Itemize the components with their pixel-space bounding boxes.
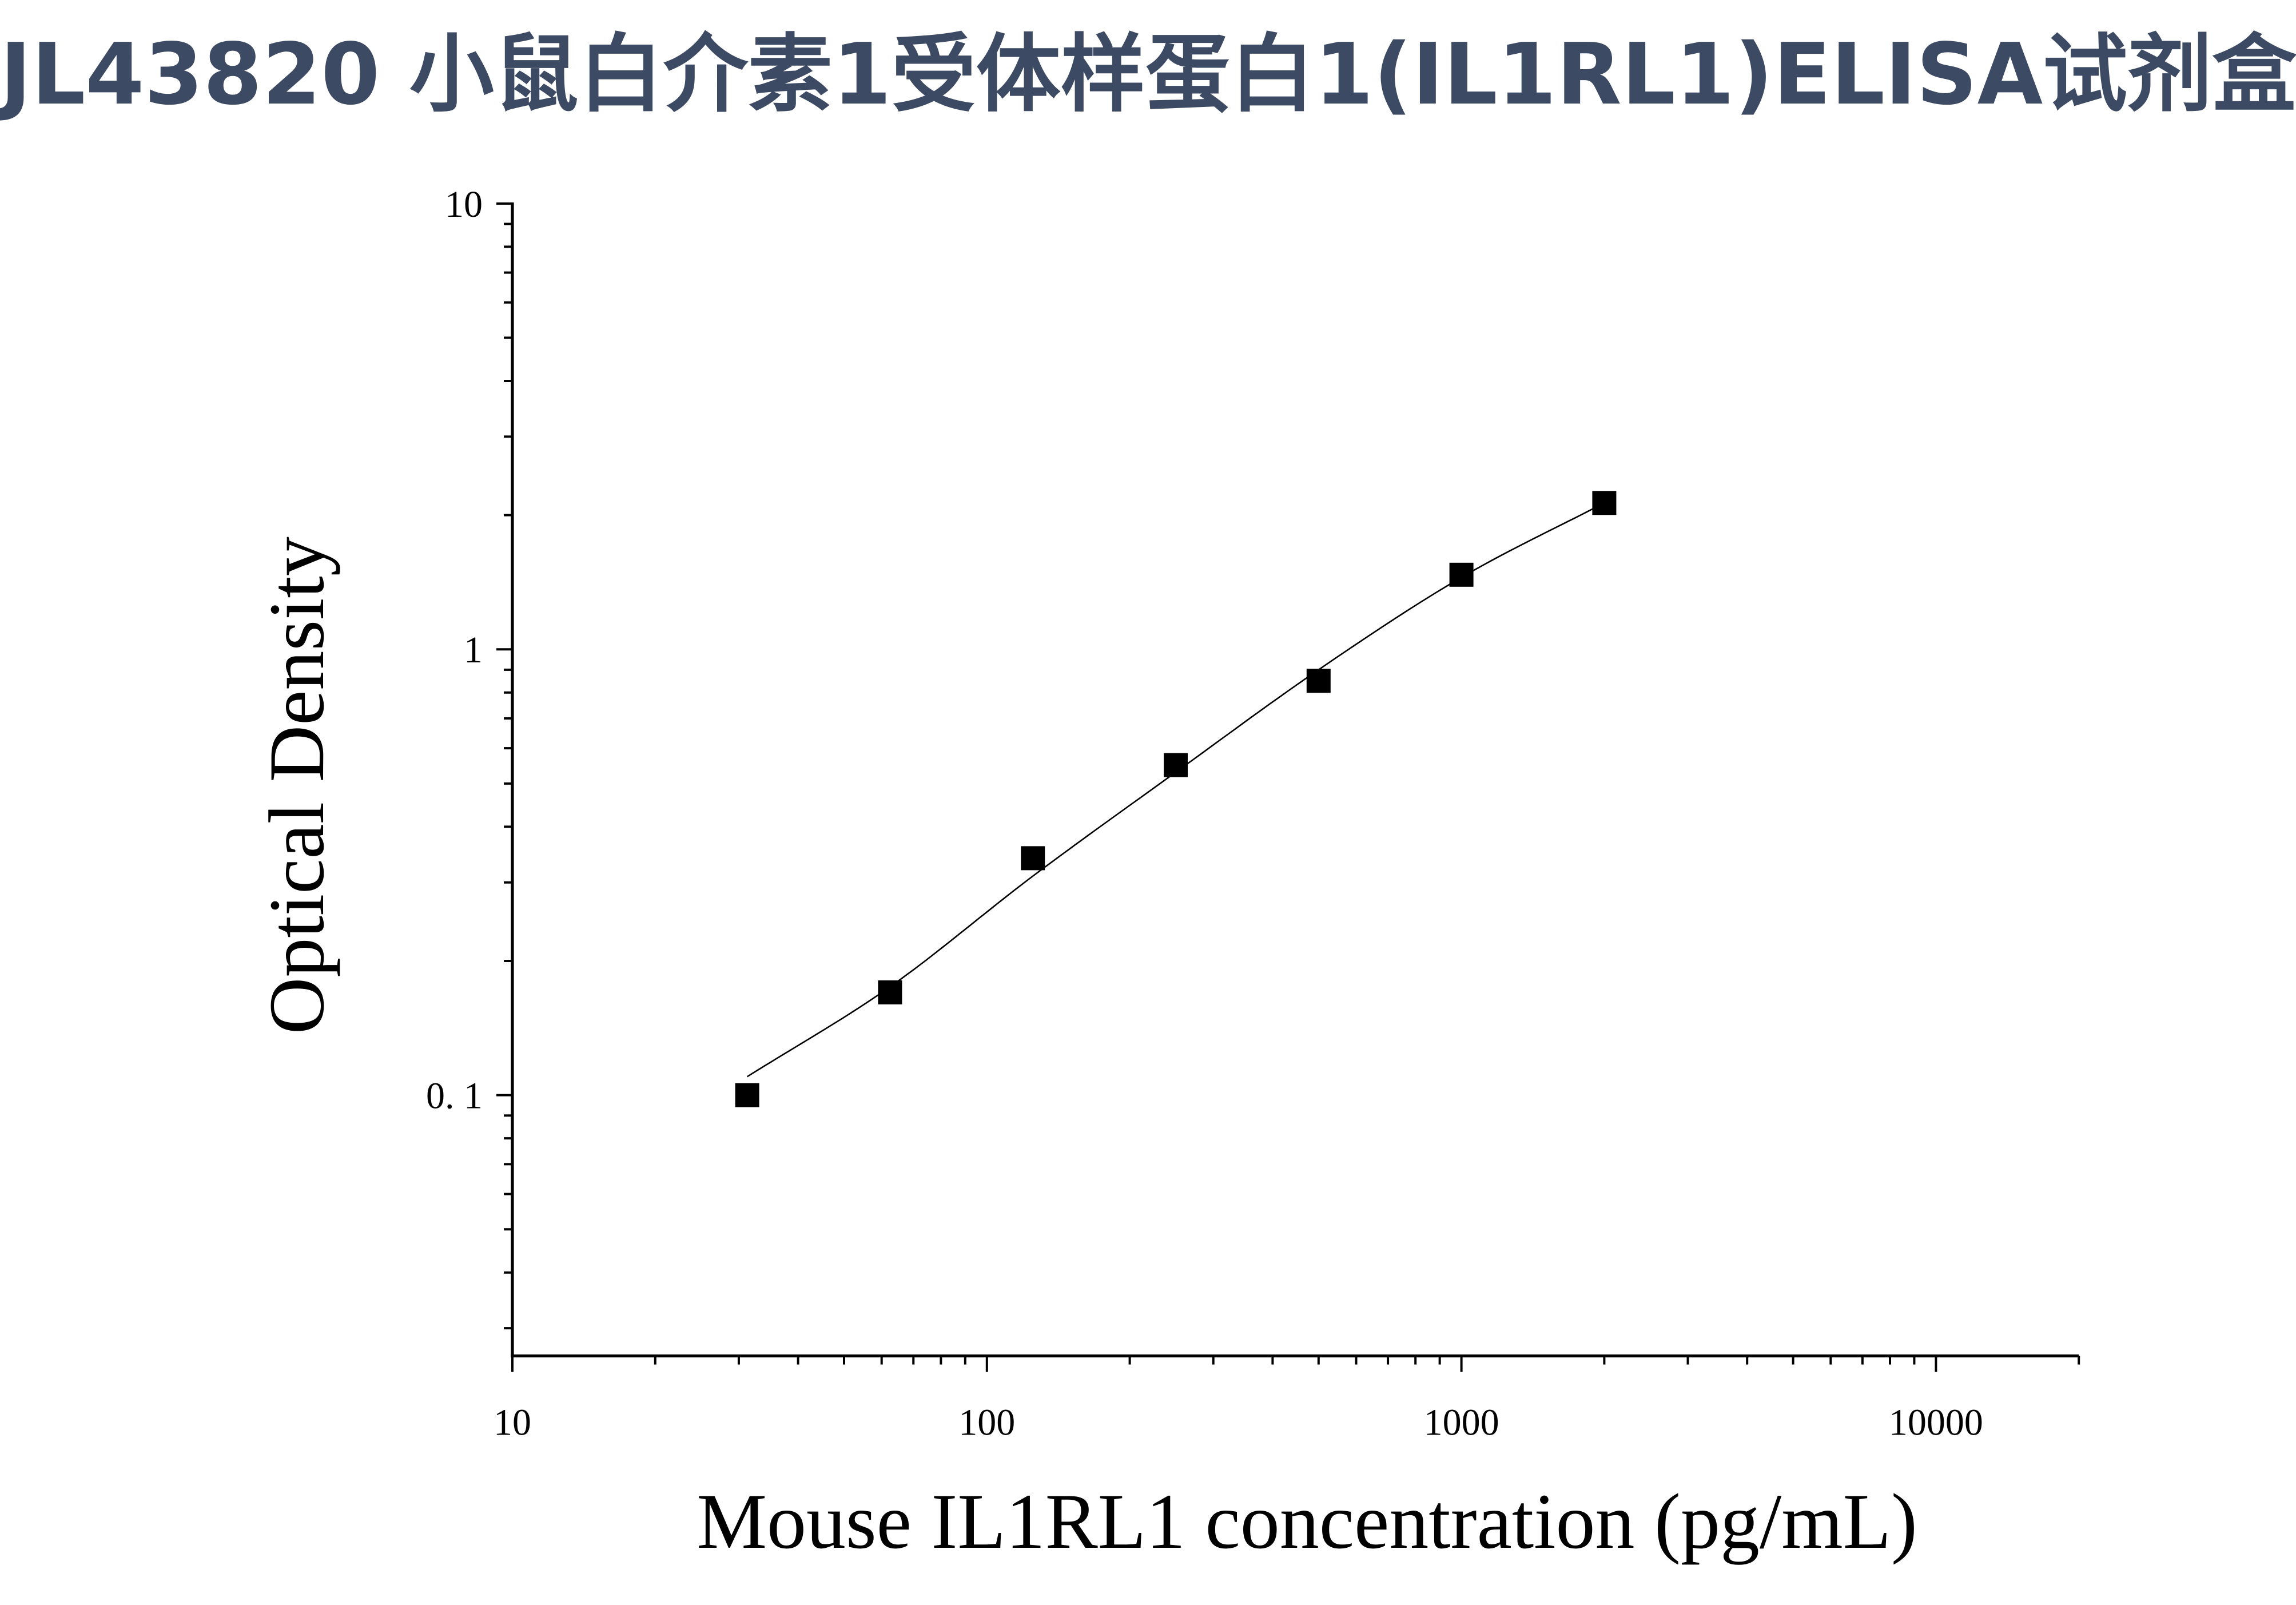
y-tick-label: 1 xyxy=(464,629,483,671)
x-tick-label: 100 xyxy=(958,1402,1015,1444)
fit-curve xyxy=(746,502,1605,1078)
x-tick-label: 10000 xyxy=(1889,1402,1983,1444)
y-tick-label: 10 xyxy=(445,184,483,225)
y-axis-title: Optical Density xyxy=(253,537,340,1034)
x-tick-label: 1000 xyxy=(1424,1402,1499,1444)
data-point xyxy=(1592,491,1617,515)
y-tick-label: 0. 1 xyxy=(426,1075,483,1117)
data-point xyxy=(735,1083,759,1107)
axes xyxy=(496,202,2080,1372)
x-tick-label: 10 xyxy=(494,1402,531,1444)
data-point xyxy=(1306,669,1331,693)
data-point xyxy=(878,980,902,1004)
data-points xyxy=(735,491,1617,1107)
data-point xyxy=(1021,846,1045,871)
axis-labels: 10 100 1000 10000 0. 1 1 10 Mouse IL1RL1 concen… xyxy=(253,184,1983,1565)
x-axis-title: Mouse IL1RL1 concentration (pg/mL) xyxy=(697,1477,1917,1565)
data-point xyxy=(1449,562,1474,587)
data-point xyxy=(1164,753,1188,777)
fit-curve-group xyxy=(746,502,1605,1078)
chart-title: JL43820 小鼠白介素1受体样蛋白1(IL1RL1)ELISA试剂盒 xyxy=(0,25,2296,124)
